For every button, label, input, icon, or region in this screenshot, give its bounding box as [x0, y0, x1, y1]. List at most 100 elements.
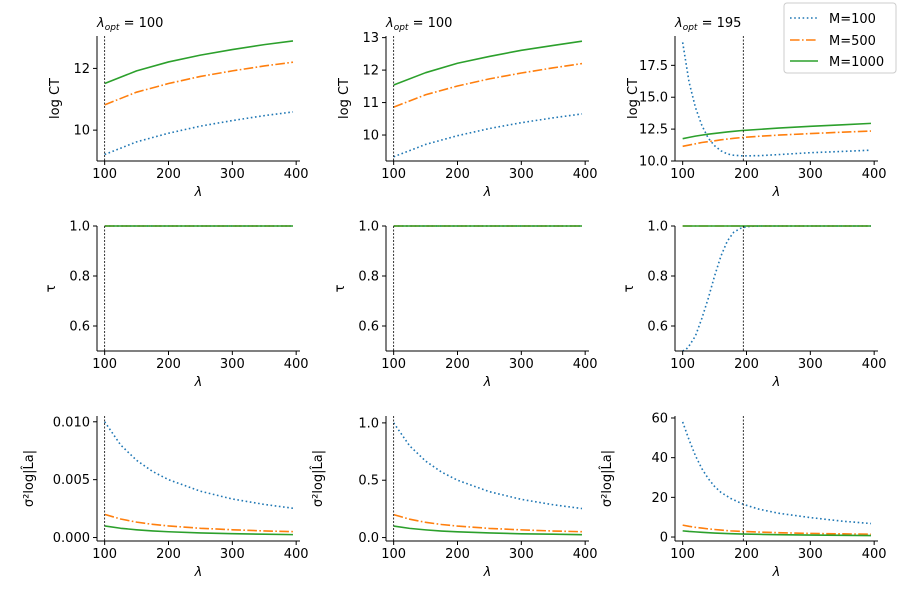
series-line-m1000 — [104, 525, 293, 536]
series-line-m1000 — [393, 40, 583, 86]
y-tick-label: 0.8 — [647, 270, 668, 285]
x-tick-label: 300 — [509, 357, 534, 372]
y-tick-label: 17.5 — [639, 59, 668, 74]
x-tick-label: 300 — [220, 547, 245, 562]
x-tick-label: 300 — [220, 167, 245, 182]
x-axis-label: λ — [483, 565, 492, 580]
x-tick-label: 200 — [734, 357, 759, 372]
y-tick-label: 1.0 — [358, 416, 379, 431]
panel-r1-c3: 100 200 300 400 10.0 12.5 15.0 17.5 λ log CT — [626, 36, 887, 200]
x-tick-label: 400 — [862, 167, 887, 182]
x-axis-label: λ — [772, 375, 781, 390]
legend-label-m1000: M=1000 — [829, 55, 884, 70]
panel-title-col-3: λopt = 195 — [674, 16, 741, 33]
y-tick-label: 1.0 — [358, 220, 379, 235]
panel-r1-c2: 100 200 300 400 10 11 12 13 λ log CT — [337, 31, 598, 200]
x-tick-label: 200 — [156, 547, 181, 562]
x-tick-label: 300 — [798, 547, 823, 562]
panel-r2-c2: 100 200 300 400 0.6 0.8 1.0 λ τ — [333, 220, 598, 391]
y-tick-label: 0.8 — [358, 270, 379, 285]
y-axis-label: τ — [622, 284, 637, 292]
series-line-m500 — [104, 513, 293, 533]
y-tick-label: 0.6 — [358, 320, 379, 335]
panel-r3-c2: 100 200 300 400 0.0 0.5 1.0 λ σ²log|L̂a| — [311, 416, 598, 580]
x-tick-label: 400 — [284, 547, 309, 562]
y-tick-label: 0.0 — [358, 531, 379, 546]
x-tick-label: 100 — [670, 357, 695, 372]
y-axis-label: log CT — [626, 78, 641, 119]
series-line-m100 — [681, 42, 872, 157]
x-tick-label: 400 — [573, 167, 598, 182]
panel-r3-c3: 100 200 300 400 0 20 40 60 λ σ²log|L̂a| — [600, 411, 887, 580]
x-tick-label: 200 — [445, 167, 470, 182]
y-tick-label: 0.5 — [358, 474, 379, 489]
series-line-m100 — [393, 422, 583, 510]
series-line-m500 — [393, 513, 582, 533]
y-tick-label: 12 — [73, 62, 90, 77]
x-axis-label: λ — [772, 185, 781, 200]
x-tick-label: 200 — [734, 547, 759, 562]
y-tick-label: 10 — [73, 124, 90, 139]
x-tick-label: 100 — [92, 547, 117, 562]
x-tick-label: 400 — [284, 167, 309, 182]
x-axis-label: λ — [483, 185, 492, 200]
series-line-m1000 — [682, 122, 872, 140]
x-axis-label: λ — [483, 375, 492, 390]
x-axis-label: λ — [194, 185, 203, 200]
x-tick-label: 300 — [798, 357, 823, 372]
x-tick-label: 300 — [220, 357, 245, 372]
panel-title-col-1: λopt = 100 — [96, 16, 163, 33]
y-tick-label: 0.005 — [53, 473, 90, 488]
y-tick-label: 0.8 — [69, 270, 90, 285]
y-tick-label: 40 — [651, 451, 668, 466]
x-tick-label: 200 — [445, 547, 470, 562]
y-axis-label: log CT — [337, 78, 352, 119]
column-titles: λopt = 100 λopt = 100 λopt = 195 — [96, 16, 741, 33]
x-tick-label: 400 — [284, 357, 309, 372]
y-tick-label: 0.010 — [53, 415, 90, 430]
legend: M=100 M=500 M=1000 — [783, 2, 897, 74]
y-axis-label: σ²log|L̂a| — [311, 450, 326, 507]
legend-frame — [783, 2, 897, 74]
y-tick-label: 10 — [362, 129, 379, 144]
x-tick-label: 200 — [734, 167, 759, 182]
y-tick-label: 0.000 — [53, 531, 90, 546]
series-line-m500 — [393, 62, 583, 108]
x-tick-label: 100 — [670, 167, 695, 182]
x-tick-label: 300 — [509, 547, 534, 562]
series-line-m500 — [682, 130, 872, 148]
y-tick-label: 10.0 — [639, 155, 668, 170]
series-line-m100 — [104, 421, 294, 510]
y-tick-label: 1.0 — [69, 220, 90, 235]
x-tick-label: 400 — [862, 547, 887, 562]
y-tick-label: 60 — [651, 411, 668, 426]
x-tick-label: 100 — [670, 547, 695, 562]
panel-title-col-2: λopt = 100 — [385, 16, 452, 33]
y-tick-label: 0 — [660, 531, 668, 546]
x-axis-label: λ — [194, 565, 203, 580]
y-tick-label: 15.0 — [639, 91, 668, 106]
panel-r2-c3: 100 200 300 400 0.6 0.8 1.0 λ τ — [622, 220, 887, 391]
x-tick-label: 400 — [573, 547, 598, 562]
x-tick-label: 200 — [156, 357, 181, 372]
panel-r2-c1: 100 200 300 400 0.6 0.8 1.0 λ τ — [44, 220, 309, 391]
y-tick-label: 11 — [362, 96, 379, 111]
legend-label-m100: M=100 — [829, 12, 876, 27]
series-line-m1000 — [682, 530, 871, 537]
series-line-m1000 — [104, 40, 294, 85]
x-tick-label: 100 — [92, 167, 117, 182]
x-tick-label: 300 — [798, 167, 823, 182]
x-tick-label: 100 — [381, 357, 406, 372]
y-tick-label: 1.0 — [647, 220, 668, 235]
series-line-m100 — [104, 111, 294, 156]
y-axis-label: log CT — [48, 78, 63, 119]
y-tick-label: 12.5 — [639, 123, 668, 138]
x-tick-label: 400 — [573, 357, 598, 372]
panel-r1-c1: 100 200 300 400 10 12 λ log CT — [48, 36, 309, 200]
y-tick-label: 0.6 — [647, 320, 668, 335]
x-axis-label: λ — [772, 565, 781, 580]
y-axis-label: σ²log|L̂a| — [22, 450, 37, 507]
panel-r3-c1: 100 200 300 400 0.000 0.005 0.010 λ σ²log|L̂a| — [22, 415, 309, 580]
